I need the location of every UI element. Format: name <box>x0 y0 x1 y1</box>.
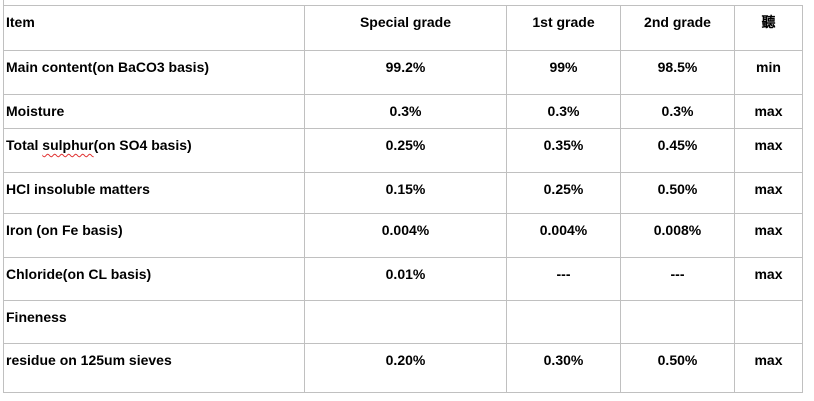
row-unit: max <box>734 343 803 393</box>
header-item: Item <box>3 5 305 51</box>
spellcheck-word: sulphur <box>42 137 94 153</box>
row-special-grade <box>304 300 507 344</box>
row-special-grade: 99.2% <box>304 50 507 95</box>
row-special-grade: 0.004% <box>304 213 507 258</box>
row-unit: max <box>734 257 803 301</box>
row-2nd-grade: 0.3% <box>620 94 735 129</box>
row-item-text: Total <box>6 137 43 153</box>
row-item-text: residue on 125um sieves <box>6 352 172 368</box>
table-row: Moisture 0.3% 0.3% 0.3% max <box>3 94 803 129</box>
row-1st-grade: --- <box>506 257 621 301</box>
table-row: Fineness <box>3 300 803 344</box>
row-item-text: Iron (on Fe basis) <box>6 222 123 238</box>
table-row: Main content(on BaCO3 basis) 99.2% 99% 98.5… <box>3 50 803 95</box>
row-item: Chloride(on CL basis) <box>3 257 305 301</box>
table-row: residue on 125um sieves 0.20% 0.30% 0.50% ma… <box>3 343 803 393</box>
table-row: Iron (on Fe basis) 0.004% 0.004% 0.008% max <box>3 213 803 258</box>
table-row: HCl insoluble matters 0.15% 0.25% 0.50% max <box>3 172 803 214</box>
row-item: HCl insoluble matters <box>3 172 305 214</box>
row-1st-grade: 0.004% <box>506 213 621 258</box>
specification-table: Item Special grade 1st grade 2nd grade 聽… <box>3 5 803 393</box>
row-1st-grade: 0.25% <box>506 172 621 214</box>
row-2nd-grade: --- <box>620 257 735 301</box>
row-special-grade: 0.01% <box>304 257 507 301</box>
row-item: Iron (on Fe basis) <box>3 213 305 258</box>
row-unit: max <box>734 94 803 129</box>
row-1st-grade <box>506 300 621 344</box>
row-1st-grade: 0.35% <box>506 128 621 173</box>
row-2nd-grade: 0.008% <box>620 213 735 258</box>
row-unit: min <box>734 50 803 95</box>
row-unit: max <box>734 128 803 173</box>
row-item-text: Main content(on BaCO3 basis) <box>6 59 210 75</box>
row-special-grade: 0.25% <box>304 128 507 173</box>
row-item-text-suffix: (on SO4 basis) <box>93 137 192 153</box>
row-1st-grade: 99% <box>506 50 621 95</box>
header-special-grade: Special grade <box>304 5 507 51</box>
header-2nd-grade: 2nd grade <box>620 5 735 51</box>
row-special-grade: 0.3% <box>304 94 507 129</box>
row-unit: max <box>734 172 803 214</box>
row-2nd-grade: 0.50% <box>620 343 735 393</box>
row-1st-grade: 0.3% <box>506 94 621 129</box>
row-item-text: Fineness <box>6 309 67 325</box>
row-2nd-grade <box>620 300 735 344</box>
header-unit: 聽 <box>734 5 803 51</box>
row-item: residue on 125um sieves <box>3 343 305 393</box>
header-row: Item Special grade 1st grade 2nd grade 聽 <box>3 5 803 51</box>
table-row: Total sulphur(on SO4 basis) 0.25% 0.35% 0.4… <box>3 128 803 173</box>
row-2nd-grade: 98.5% <box>620 50 735 95</box>
row-item: Moisture <box>3 94 305 129</box>
row-item-text: HCl insoluble matters <box>6 181 150 197</box>
row-item: Main content(on BaCO3 basis) <box>3 50 305 95</box>
row-2nd-grade: 0.50% <box>620 172 735 214</box>
row-unit <box>734 300 803 344</box>
row-item: Fineness <box>3 300 305 344</box>
row-special-grade: 0.15% <box>304 172 507 214</box>
header-1st-grade: 1st grade <box>506 5 621 51</box>
row-unit: max <box>734 213 803 258</box>
row-special-grade: 0.20% <box>304 343 507 393</box>
row-1st-grade: 0.30% <box>506 343 621 393</box>
row-2nd-grade: 0.45% <box>620 128 735 173</box>
row-item: Total sulphur(on SO4 basis) <box>3 128 305 173</box>
table-top-border <box>3 0 805 5</box>
row-item-text: Chloride(on CL basis) <box>6 266 152 282</box>
row-item-text: Moisture <box>6 103 65 119</box>
table-row: Chloride(on CL basis) 0.01% --- --- max <box>3 257 803 301</box>
